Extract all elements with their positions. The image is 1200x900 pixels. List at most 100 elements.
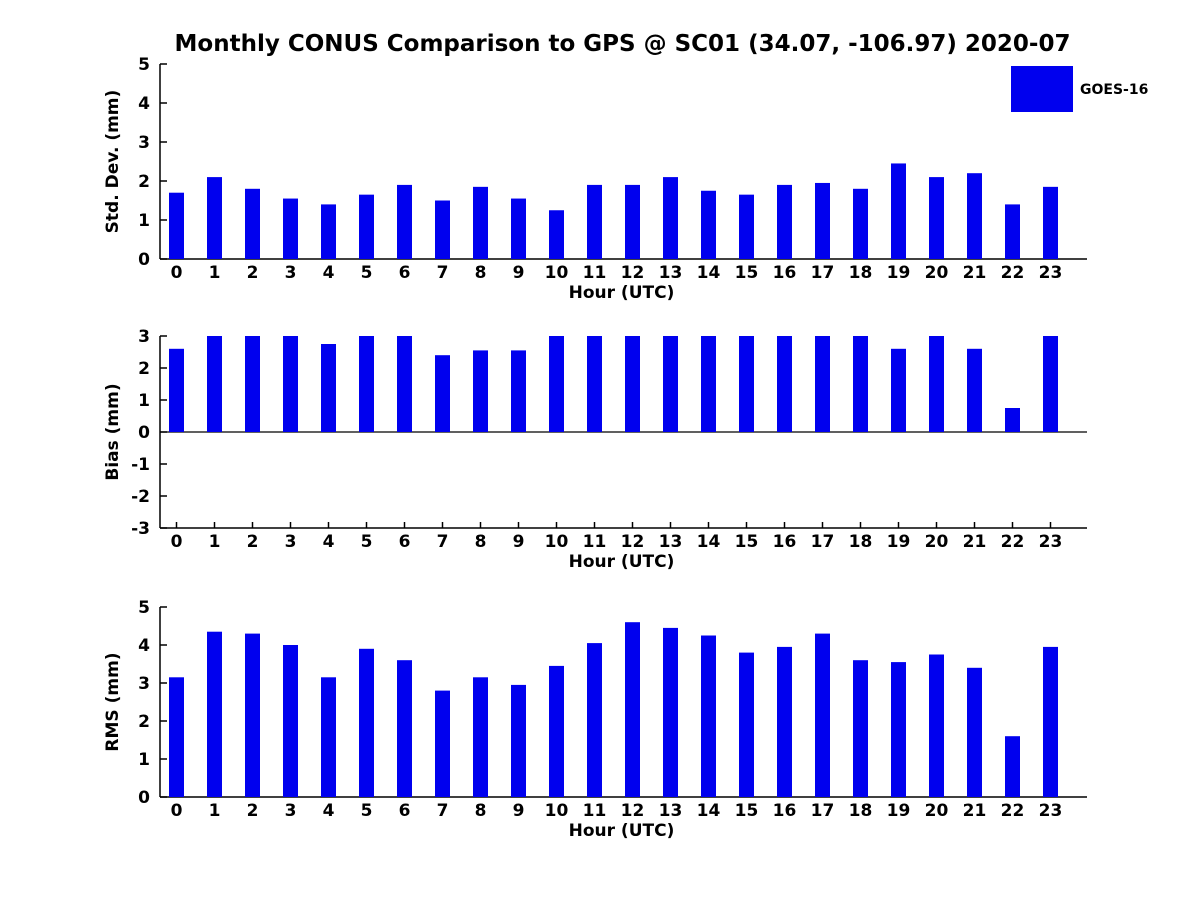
x-tick-label: 14: [697, 263, 721, 283]
y-tick-label: 3: [138, 133, 150, 153]
x-tick-label: 17: [811, 801, 835, 821]
bar-hour-9: [511, 350, 526, 432]
y-tick-label: -2: [131, 487, 150, 507]
y-tick-label: 3: [138, 674, 150, 694]
x-tick-label: 21: [963, 263, 987, 283]
x-tick-label: 14: [697, 532, 721, 552]
bar-hour-8: [473, 186, 488, 259]
x-tick-label: 2: [247, 532, 259, 552]
y-axis-label: Bias (mm): [103, 383, 123, 480]
x-tick-label: 2: [247, 801, 259, 821]
x-tick-label: 21: [963, 532, 987, 552]
bar-hour-14: [701, 190, 716, 259]
x-tick-label: 23: [1039, 263, 1063, 283]
bar-hour-20: [929, 336, 944, 432]
y-tick-label: 2: [138, 712, 150, 732]
x-tick-label: 20: [925, 263, 949, 283]
bar-hour-21: [967, 173, 982, 259]
bar-hour-7: [435, 355, 450, 432]
bar-hour-8: [473, 350, 488, 432]
bar-hour-17: [815, 182, 830, 259]
bar-hour-7: [435, 690, 450, 797]
bar-hour-0: [169, 192, 184, 259]
x-tick-label: 7: [437, 263, 449, 283]
bar-hour-8: [473, 677, 488, 797]
bar-hour-21: [967, 348, 982, 432]
bar-hour-20: [929, 654, 944, 797]
x-tick-label: 8: [475, 532, 487, 552]
bar-hour-3: [283, 645, 298, 797]
y-tick-label: 2: [138, 172, 150, 192]
bar-hour-12: [625, 184, 640, 259]
x-tick-label: 9: [513, 801, 525, 821]
bar-hour-19: [891, 163, 906, 259]
x-axis-label: Hour (UTC): [569, 283, 675, 303]
x-tick-label: 1: [209, 532, 221, 552]
x-tick-label: 3: [285, 263, 297, 283]
bar-hour-1: [207, 336, 222, 432]
bar-hour-3: [283, 336, 298, 432]
x-tick-label: 8: [475, 263, 487, 283]
x-tick-label: 6: [399, 263, 411, 283]
bar-hour-2: [245, 633, 260, 797]
bar-hour-6: [397, 660, 412, 797]
y-tick-label: -3: [131, 519, 150, 539]
bar-hour-0: [169, 677, 184, 797]
bar-hour-23: [1043, 646, 1058, 797]
x-tick-label: 3: [285, 532, 297, 552]
bar-hour-10: [549, 210, 564, 259]
bar-hour-10: [549, 665, 564, 797]
bar-hour-15: [739, 336, 754, 432]
x-tick-label: 5: [361, 801, 373, 821]
bar-hour-5: [359, 648, 374, 797]
bar-hour-11: [587, 184, 602, 259]
x-tick-label: 10: [545, 263, 569, 283]
y-tick-label: 0: [138, 423, 150, 443]
bar-hour-18: [853, 336, 868, 432]
x-tick-label: 8: [475, 801, 487, 821]
x-tick-label: 5: [361, 532, 373, 552]
bar-hour-23: [1043, 186, 1058, 259]
bar-hour-13: [663, 336, 678, 432]
x-tick-label: 12: [621, 532, 645, 552]
x-tick-label: 0: [171, 263, 183, 283]
bar-hour-5: [359, 194, 374, 259]
y-tick-label: 1: [138, 211, 150, 231]
bar-hour-4: [321, 204, 336, 259]
bar-hour-16: [777, 646, 792, 797]
x-tick-label: 15: [735, 532, 759, 552]
y-axis-label: RMS (mm): [103, 652, 123, 751]
legend-label: GOES-16: [1080, 82, 1149, 98]
bar-hour-19: [891, 348, 906, 432]
x-tick-label: 11: [583, 263, 607, 283]
y-tick-label: 5: [138, 55, 150, 75]
bar-hour-17: [815, 633, 830, 797]
bar-hour-1: [207, 177, 222, 259]
x-tick-label: 11: [583, 532, 607, 552]
x-tick-label: 12: [621, 263, 645, 283]
x-axis-label: Hour (UTC): [569, 821, 675, 841]
bar-hour-12: [625, 622, 640, 797]
bar-hour-18: [853, 660, 868, 797]
x-tick-label: 19: [887, 532, 911, 552]
x-tick-label: 21: [963, 801, 987, 821]
bar-hour-10: [549, 336, 564, 432]
x-tick-label: 1: [209, 263, 221, 283]
x-tick-label: 23: [1039, 532, 1063, 552]
x-tick-label: 19: [887, 263, 911, 283]
x-tick-label: 1: [209, 801, 221, 821]
x-tick-label: 13: [659, 532, 683, 552]
y-tick-label: 3: [138, 327, 150, 347]
bar-hour-11: [587, 336, 602, 432]
bar-hour-20: [929, 177, 944, 259]
bar-hour-17: [815, 336, 830, 432]
x-axis-label: Hour (UTC): [569, 552, 675, 572]
x-tick-label: 13: [659, 801, 683, 821]
x-tick-label: 15: [735, 263, 759, 283]
x-tick-label: 0: [171, 801, 183, 821]
bar-hour-6: [397, 336, 412, 432]
bar-hour-4: [321, 344, 336, 432]
x-tick-label: 20: [925, 532, 949, 552]
